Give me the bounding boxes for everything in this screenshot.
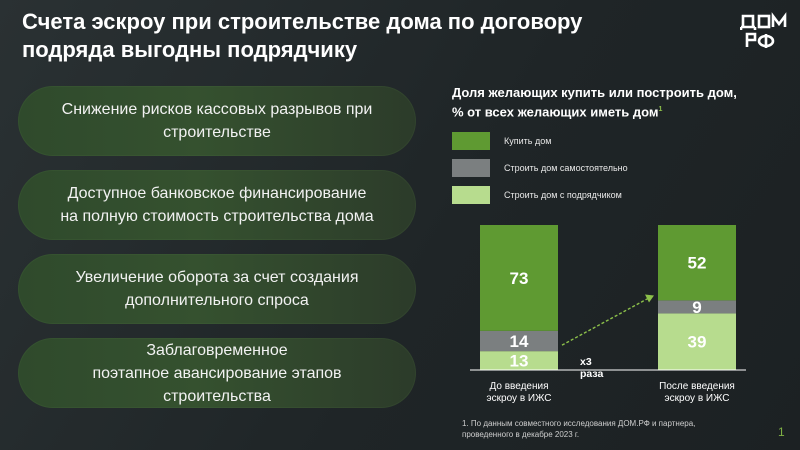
category-label: эскроу в ИЖС [487, 393, 552, 404]
legend-item: Строить дом с подрядчиком [452, 186, 628, 204]
legend-label: Строить дом с подрядчиком [504, 190, 622, 200]
benefit-pill: Заблаговременное поэтапное авансирование… [18, 338, 416, 408]
legend-swatch [452, 186, 490, 204]
chart-title: Доля желающих купить или построить дом, … [452, 84, 782, 120]
benefit-text: Заблаговременное поэтапное авансирование… [92, 341, 342, 405]
growth-arrow-line [561, 297, 649, 346]
benefit-pill: Доступное банковское финансирование на п… [18, 170, 416, 240]
bar-segment [480, 225, 558, 331]
bar-segment [658, 225, 736, 301]
data-label: 13 [510, 352, 529, 371]
footnote: 1. По данным совместного исследования ДО… [462, 419, 696, 439]
chart-title-footnote-mark: 1 [658, 106, 663, 113]
dom-rf-logo [740, 12, 787, 48]
chart-legend: Купить дом Строить дом самостоятельно Стро… [452, 132, 628, 213]
bar-segment [480, 330, 558, 352]
bar-segment [480, 351, 558, 370]
legend-swatch [452, 159, 490, 177]
category-label: После введения [659, 381, 735, 392]
category-label: эскроу в ИЖС [665, 393, 730, 404]
data-label: 9 [692, 298, 701, 317]
growth-arrow-head [645, 294, 654, 303]
benefit-pill: Снижение рисков кассовых разрывов при ст… [18, 86, 416, 156]
legend-item: Строить дом самостоятельно [452, 159, 628, 177]
data-label: 73 [510, 269, 529, 288]
data-label: 52 [688, 254, 707, 273]
chart-title-text: Доля желающих купить или построить дом, … [452, 85, 737, 120]
bar-segment [658, 300, 736, 314]
legend-label: Строить дом самостоятельно [504, 163, 628, 173]
benefit-text: Доступное банковское финансирование на п… [60, 185, 374, 225]
data-label: 39 [688, 333, 707, 352]
slide-title: Счета эскроу при строительстве дома по д… [22, 9, 583, 62]
legend-item: Купить дом [452, 132, 628, 150]
benefit-text: Снижение рисков кассовых разрывов при ст… [61, 101, 373, 141]
category-label: До введения [490, 381, 549, 392]
growth-annotation: x3 [580, 356, 592, 368]
benefit-text: Увеличение оборота за счет создания допо… [75, 269, 359, 309]
data-label: 14 [510, 332, 529, 351]
bar-segment [658, 313, 736, 370]
legend-swatch [452, 132, 490, 150]
growth-annotation: раза [580, 368, 603, 380]
benefit-pill: Увеличение оборота за счет создания допо… [18, 254, 416, 324]
page-number: 1 [778, 425, 785, 439]
legend-label: Купить дом [504, 136, 552, 146]
